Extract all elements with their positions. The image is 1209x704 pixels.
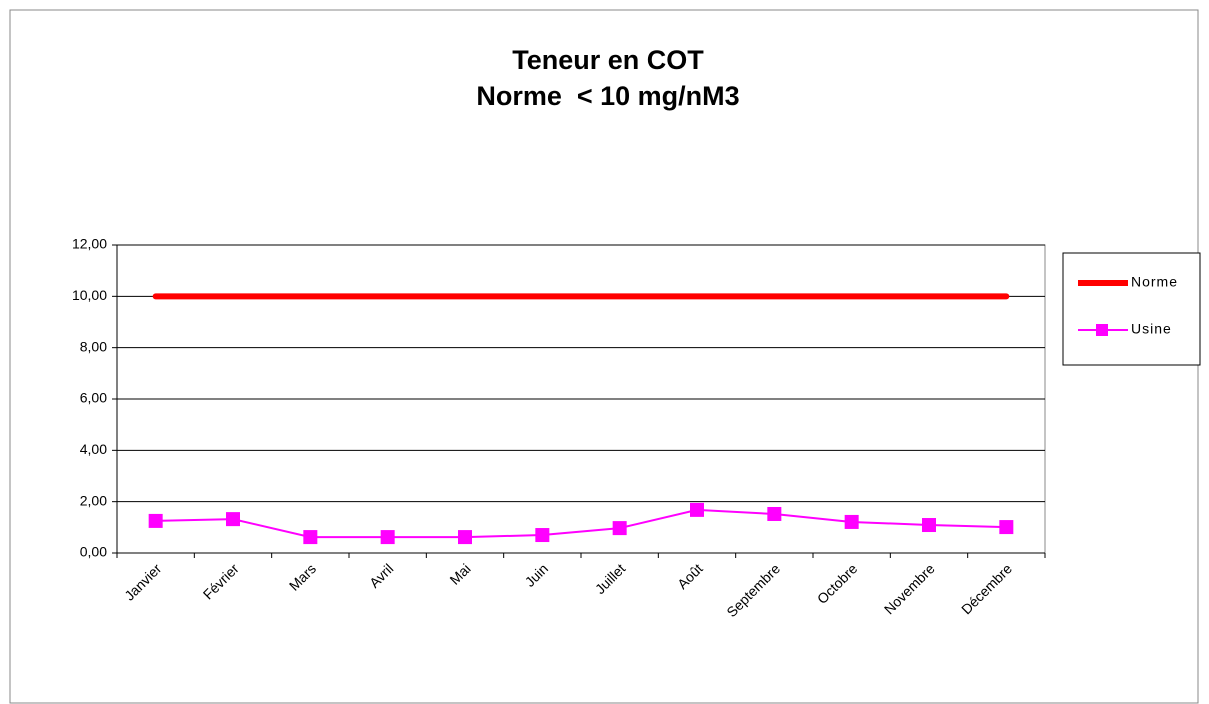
- legend-label: Norme: [1131, 274, 1178, 290]
- data-point: [690, 502, 704, 517]
- chart-subtitle: Norme < 10 mg/nM3: [476, 81, 739, 111]
- y-tick-label: 6,00: [80, 390, 107, 406]
- data-point: [226, 512, 240, 527]
- data-point: [999, 520, 1014, 535]
- y-tick-label: 4,00: [80, 441, 107, 457]
- y-tick-label: 10,00: [72, 287, 107, 303]
- y-tick-label: 12,00: [72, 236, 107, 252]
- data-point: [458, 530, 472, 545]
- data-point: [922, 518, 936, 533]
- data-point: [380, 530, 395, 545]
- data-point: [767, 506, 782, 521]
- data-point: [148, 513, 163, 528]
- y-tick-label: 0,00: [80, 544, 107, 560]
- legend-box: [1062, 252, 1201, 366]
- chart-title: Teneur en COT: [512, 45, 704, 75]
- data-point: [535, 528, 550, 543]
- y-tick-label: 2,00: [80, 492, 107, 508]
- data-point: [844, 514, 859, 529]
- legend-label: Usine: [1131, 321, 1172, 337]
- legend-marker: [1096, 324, 1108, 336]
- y-tick-label: 8,00: [80, 338, 107, 354]
- series-line: [154, 508, 1008, 539]
- data-point: [612, 521, 627, 536]
- data-point: [303, 530, 318, 545]
